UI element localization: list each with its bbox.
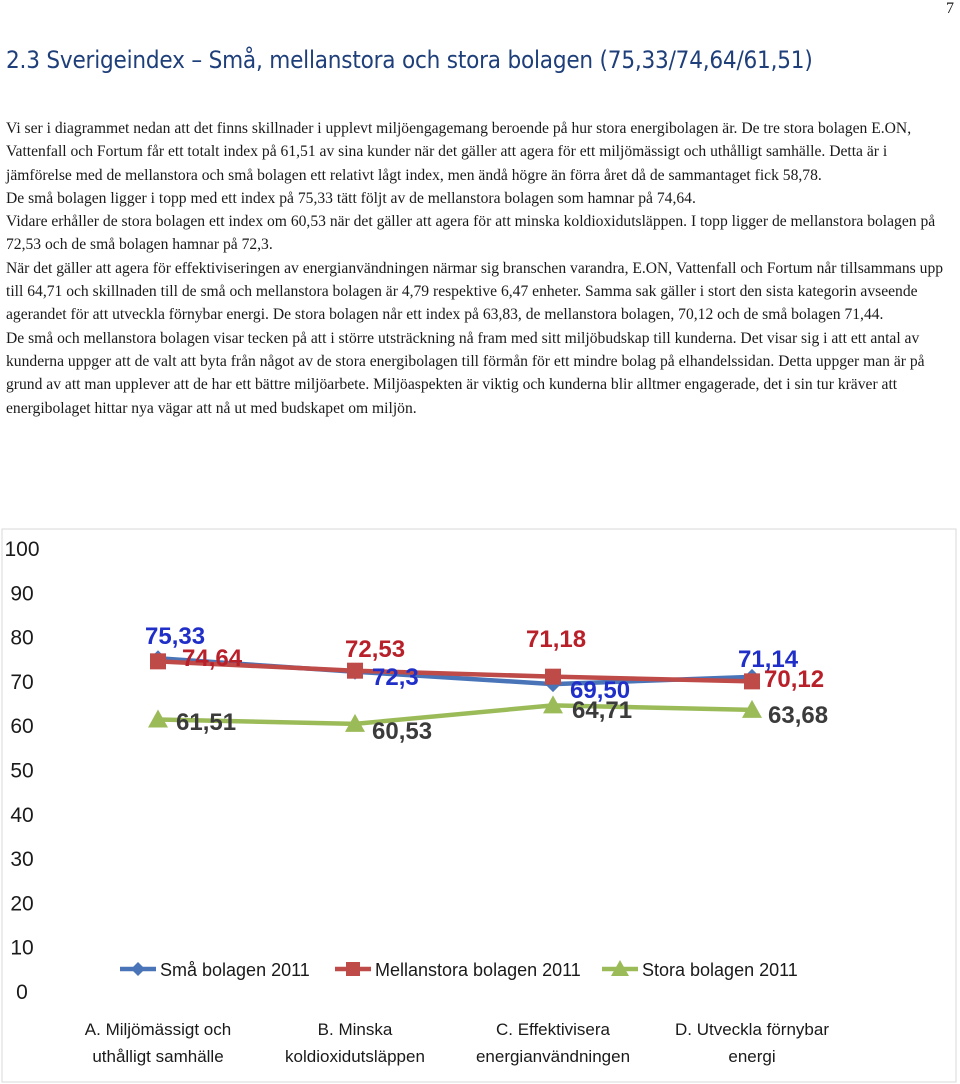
y-tick-label-90: 90 xyxy=(10,582,33,605)
y-tick-label-20: 20 xyxy=(10,892,33,915)
data-label-series-3-point-3: 64,71 xyxy=(572,697,632,724)
paragraph-small-companies: De små bolagen ligger i topp med ett ind… xyxy=(6,189,696,207)
data-label-series-1-point-1: 75,33 xyxy=(145,623,205,650)
y-tick-label-30: 30 xyxy=(10,848,33,871)
legend-label-1: Små bolagen 2011 xyxy=(160,960,310,980)
line-chart: 0 10 20 30 40 50 60 70 80 90 100 A. Miljömässigt oc… xyxy=(0,527,960,1084)
series-line-3 xyxy=(157,703,753,727)
x-category-label-3-line-1: C. Effektivisera xyxy=(496,1020,611,1039)
chart-svg: 0 10 20 30 40 50 60 70 80 90 100 A. Miljömässigt oc… xyxy=(1,528,957,1083)
data-label-series-2-point-1: 74,64 xyxy=(182,645,243,672)
series-2-point-4 xyxy=(744,673,760,690)
series-3-point-3 xyxy=(543,695,563,714)
data-label-series-3-point-4: 63,68 xyxy=(768,702,828,729)
chart-frame xyxy=(1,528,957,1083)
x-category-label-1-line-2: uthålligt samhälle xyxy=(92,1047,223,1066)
x-category-label-4-line-1: D. Utveckla förnybar xyxy=(675,1020,829,1039)
data-label-series-2-point-4: 70,12 xyxy=(764,666,824,693)
x-category-label-2-line-1: B. Minska xyxy=(318,1020,393,1039)
legend-marker-2 xyxy=(346,962,360,976)
data-label-series-1-point-4: 71,14 xyxy=(738,646,799,673)
y-tick-label-80: 80 xyxy=(10,627,33,650)
legend-marker-3 xyxy=(611,960,629,976)
series-2-point-1 xyxy=(150,653,166,670)
series-3-point-2 xyxy=(345,713,365,732)
body-text: Vi ser i diagrammet nedan att det finns … xyxy=(6,117,954,420)
y-tick-label-0: 0 xyxy=(16,981,28,1004)
series-3-point-1 xyxy=(148,709,168,728)
page-number: 7 xyxy=(946,0,954,17)
paragraph-co2: Vidare erhåller de stora bolagen ett ind… xyxy=(6,213,936,254)
data-label-series-1-point-3: 69,50 xyxy=(570,677,630,704)
y-tick-label-50: 50 xyxy=(10,760,33,783)
legend-label-3: Stora bolagen 2011 xyxy=(642,960,798,980)
y-tick-label-60: 60 xyxy=(10,715,33,738)
data-label-series-1-point-2: 72,3 xyxy=(372,664,419,691)
paragraph-intro: Vi ser i diagrammet nedan att det finns … xyxy=(6,120,912,184)
x-category-label-2-line-2: koldioxidutsläppen xyxy=(285,1047,425,1066)
y-tick-label-70: 70 xyxy=(10,671,33,694)
y-tick-label-100: 100 xyxy=(4,538,39,561)
paragraph-efficiency: När det gäller att agera för effektivise… xyxy=(6,259,944,324)
section-heading: 2.3 Sverigeindex – Små, mellanstora och … xyxy=(6,46,813,74)
series-line-2 xyxy=(157,659,753,684)
y-tick-label-40: 40 xyxy=(10,804,33,827)
data-label-series-3-point-1: 61,51 xyxy=(176,709,236,736)
legend-marker-1 xyxy=(131,962,145,976)
paragraph-customers: De små och mellanstora bolagen visar tec… xyxy=(6,329,925,417)
series-2-point-3 xyxy=(545,668,561,685)
x-category-label-3-line-2: energianvändningen xyxy=(476,1047,630,1066)
data-label-series-2-point-2: 72,53 xyxy=(345,636,405,663)
legend-label-2: Mellanstora bolagen 2011 xyxy=(375,960,581,980)
data-label-series-2-point-3: 71,18 xyxy=(526,626,586,653)
x-category-label-4-line-2: energi xyxy=(728,1047,775,1066)
series-3-point-4 xyxy=(742,699,762,718)
series-2-point-2 xyxy=(347,662,363,679)
x-category-label-1-line-1: A. Miljömässigt och xyxy=(85,1020,231,1039)
data-label-series-3-point-2: 60,53 xyxy=(372,718,432,745)
y-tick-label-10: 10 xyxy=(10,937,33,960)
